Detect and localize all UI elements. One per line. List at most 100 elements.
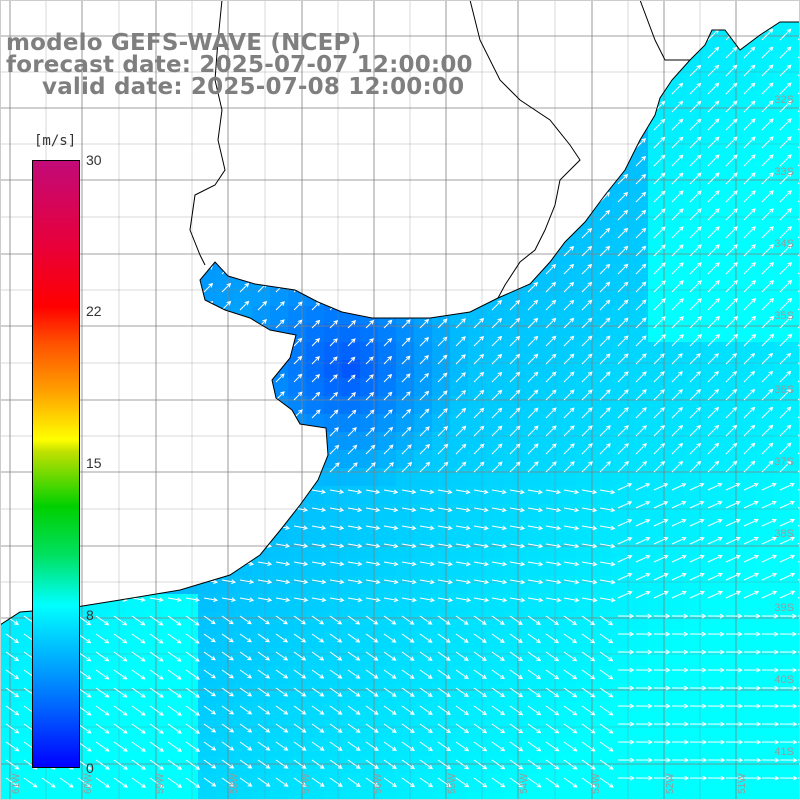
wind-arrow — [761, 572, 778, 581]
wind-speed-cell — [774, 360, 792, 378]
wind-arrow — [329, 777, 343, 787]
wind-arrow — [671, 298, 684, 311]
wind-arrow — [509, 615, 523, 626]
wind-speed-cell — [360, 468, 378, 486]
wind-arrow — [239, 211, 249, 221]
wind-speed-cell — [18, 666, 36, 684]
wind-speed-cell — [684, 216, 702, 234]
wind-arrow — [689, 572, 705, 581]
wind-speed-cell — [378, 594, 396, 612]
wind-arrow — [239, 462, 250, 473]
wind-speed-cell — [144, 522, 162, 540]
wind-speed-cell — [252, 540, 270, 558]
wind-arrow — [383, 120, 394, 131]
wind-speed-cell — [558, 162, 576, 180]
wind-arrow — [761, 315, 775, 329]
wind-arrow — [707, 590, 724, 599]
wind-arrow — [743, 279, 757, 293]
wind-arrow — [635, 120, 646, 131]
wind-speed-cell — [270, 216, 288, 234]
wind-speed-cell — [162, 396, 180, 414]
wind-arrow — [419, 461, 431, 473]
wind-speed-cell — [450, 558, 468, 576]
wind-speed-cell — [576, 684, 594, 702]
wind-speed-cell — [252, 180, 270, 198]
wind-speed-cell — [792, 216, 800, 234]
wind-speed-cell — [396, 234, 414, 252]
wind-arrow — [509, 353, 521, 365]
wind-speed-cell — [234, 666, 252, 684]
wind-arrow — [275, 228, 286, 239]
wind-speed-cell — [594, 432, 612, 450]
wind-arrow — [707, 388, 720, 401]
wind-arrow — [671, 226, 684, 239]
longitude-label: 59W — [155, 773, 166, 794]
wind-speed-cell — [342, 360, 360, 378]
wind-speed-cell — [792, 486, 800, 504]
wind-speed-cell — [702, 450, 720, 468]
wind-arrow — [617, 389, 629, 401]
wind-arrow — [113, 426, 124, 437]
wind-speed-cell — [702, 702, 720, 720]
wind-speed-cell — [0, 648, 18, 666]
wind-speed-cell — [648, 792, 666, 800]
wind-speed-cell — [144, 144, 162, 162]
wind-speed-cell — [612, 126, 630, 144]
wind-arrow — [401, 373, 411, 383]
wind-speed-cell — [504, 612, 522, 630]
wind-arrow — [401, 319, 411, 329]
wind-arrow — [131, 301, 141, 311]
wind-speed-cell — [666, 558, 684, 576]
wind-speed-cell — [792, 576, 800, 594]
wind-speed-cell — [684, 522, 702, 540]
wind-arrow — [419, 282, 430, 293]
wind-arrow — [761, 100, 774, 113]
wind-arrow — [653, 371, 665, 383]
wind-speed-cell — [216, 180, 234, 198]
wind-speed-cell — [630, 162, 648, 180]
wind-speed-cell — [126, 468, 144, 486]
wind-arrow — [77, 687, 92, 698]
wind-arrow — [581, 281, 593, 293]
wind-arrow — [77, 651, 92, 662]
wind-speed-cell — [648, 360, 666, 378]
wind-speed-cell — [558, 756, 576, 774]
wind-arrow — [725, 554, 741, 563]
wind-arrow — [437, 336, 448, 347]
wind-arrow — [689, 298, 702, 311]
wind-arrow — [779, 388, 792, 401]
wind-speed-cell — [522, 198, 540, 216]
country-border-line — [469, 0, 581, 299]
wind-speed-cell — [252, 738, 270, 756]
wind-arrow — [275, 507, 290, 513]
wind-speed-cell — [198, 540, 216, 558]
wind-speed-cell — [162, 270, 180, 288]
wind-arrow — [581, 389, 593, 401]
wind-speed-cell — [324, 666, 342, 684]
wind-arrow — [563, 120, 574, 131]
wind-speed-cell — [684, 738, 702, 756]
wind-speed-cell — [486, 378, 504, 396]
wind-speed-cell — [288, 630, 306, 648]
wind-arrow — [185, 723, 201, 734]
wind-speed-cell — [144, 414, 162, 432]
wind-speed-cell — [396, 396, 414, 414]
wind-arrow — [491, 299, 503, 311]
wind-speed-cell — [108, 0, 126, 18]
wind-speed-cell — [504, 594, 522, 612]
wind-speed-cell — [198, 234, 216, 252]
wind-speed-cell — [504, 360, 522, 378]
wind-arrow — [221, 597, 237, 603]
wind-speed-cell — [216, 234, 234, 252]
wind-speed-cell — [558, 198, 576, 216]
wind-arrow — [149, 777, 165, 788]
wind-speed-cell — [648, 630, 666, 648]
wind-speed-cell — [702, 54, 720, 72]
wind-arrow — [779, 536, 796, 545]
wind-speed-cell — [468, 396, 486, 414]
wind-speed-cell — [252, 360, 270, 378]
wind-arrow — [113, 543, 128, 548]
wind-arrow — [149, 597, 164, 603]
wind-arrow — [95, 687, 110, 698]
wind-arrow — [707, 371, 719, 383]
